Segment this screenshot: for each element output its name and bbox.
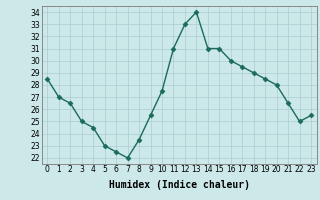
X-axis label: Humidex (Indice chaleur): Humidex (Indice chaleur)	[109, 180, 250, 190]
